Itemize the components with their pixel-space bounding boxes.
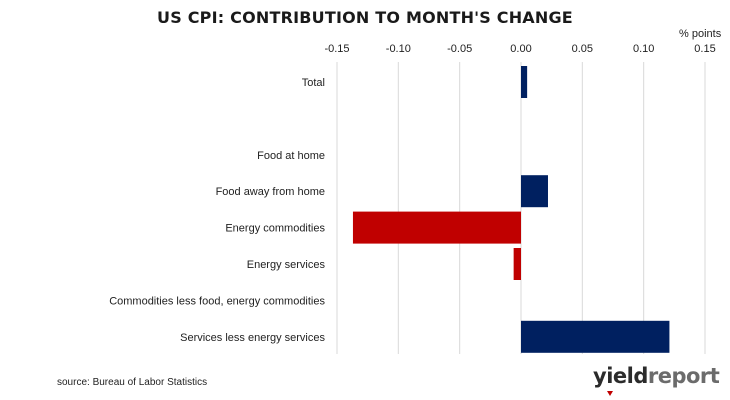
bar [513,248,521,280]
category-label: Energy commodities [225,223,325,235]
x-tick-label: -0.10 [386,43,411,55]
bar [521,320,670,353]
x-tick-label: -0.15 [324,43,349,55]
bar [521,175,548,208]
bars [352,66,670,353]
x-tick-labels: -0.15 -0.10 -0.05 0.00 0.05 0.10 0.15 [324,43,715,55]
category-label: Commodities less food, energy commoditie… [109,295,325,307]
x-tick-label: 0.05 [572,43,593,55]
category-label: Energy services [247,259,326,271]
category-label: Services less energy services [180,332,325,344]
chart-title: US CPI: CONTRIBUTION TO MONTH'S CHANGE [157,8,573,27]
category-label: Food away from home [216,186,325,198]
unit-label: % points [679,28,722,40]
source-note: source: Bureau of Labor Statistics [57,377,208,388]
x-tick-label: 0.15 [694,43,715,55]
category-label: Food at home [257,150,325,162]
category-labels: Total Food at home Food away from home Ener… [109,77,325,344]
x-tick-label: 0.10 [633,43,654,55]
bar [352,211,521,244]
bar [521,66,528,98]
logo-accent-icon [607,391,613,396]
x-tick-label: 0.00 [510,43,531,55]
category-label: Total [302,77,325,89]
yieldreport-logo: yieldreport [593,364,720,388]
gridlines [336,62,706,354]
x-tick-label: -0.05 [447,43,472,55]
